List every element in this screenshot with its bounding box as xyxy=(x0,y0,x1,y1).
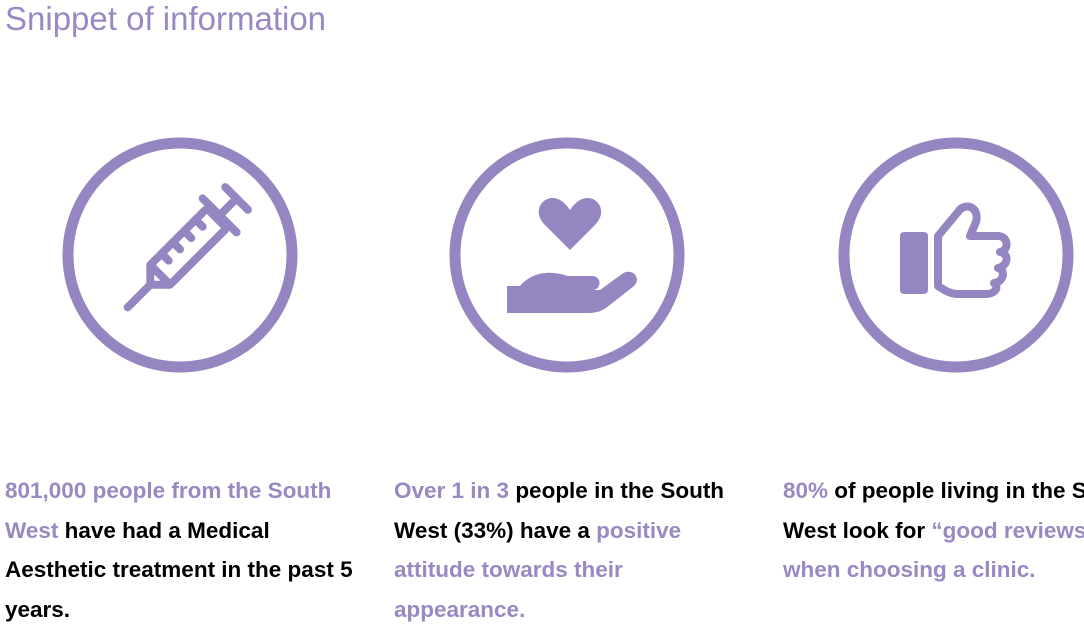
highlight-text: 801,000 people from the South West xyxy=(5,478,332,543)
heart-hand-icon xyxy=(507,198,637,313)
body-text: have had a Medical Aesthetic treatment i… xyxy=(5,517,353,622)
thumbs-up-icon xyxy=(900,202,1011,298)
snippet-text: 801,000 people from the South West have … xyxy=(5,471,370,629)
ring xyxy=(838,137,1074,373)
highlight-text: Over 1 in 3 xyxy=(394,478,510,503)
rings xyxy=(62,137,1074,373)
syringe-icon xyxy=(123,183,252,312)
ring xyxy=(449,137,685,373)
snippet-text: Over 1 in 3 people in the South West (33… xyxy=(394,471,759,629)
body-text: of people living in the South West look … xyxy=(783,478,1084,543)
body-text: people in the South West (33%) have a xyxy=(394,478,725,543)
highlight-text: 80% xyxy=(783,478,829,503)
highlight-text: “good reviews” when choosing a clinic. xyxy=(783,517,1084,583)
ring xyxy=(62,137,298,373)
highlight-text: positive attitude towards their appearan… xyxy=(394,517,682,622)
icons xyxy=(62,137,1074,373)
title: Snippet of information xyxy=(5,0,327,37)
snippet-text: 80% of people living in the South West l… xyxy=(783,471,1084,590)
